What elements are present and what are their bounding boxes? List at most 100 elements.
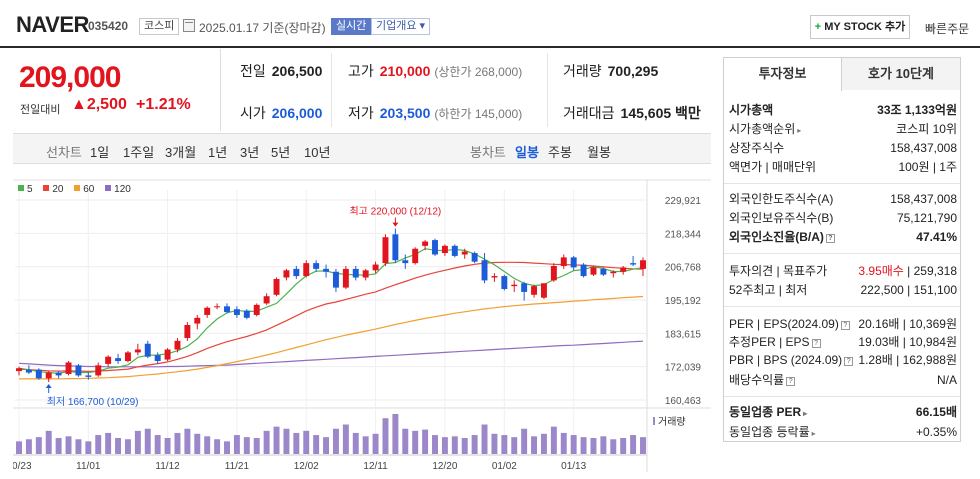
candle-body [283, 270, 290, 278]
legend-ma60: 60 [74, 184, 94, 195]
candle-body [540, 283, 547, 298]
candle-body [273, 278, 280, 295]
row-label: 외국인보유주식수(B) [729, 211, 834, 225]
candle-body [55, 372, 62, 376]
tab-order-book[interactable]: 호가 10단계 [842, 58, 960, 90]
candle-body [422, 241, 429, 246]
candle-daily[interactable]: 일봉 [515, 145, 539, 160]
candle-body [412, 248, 419, 264]
info-tabs: 투자정보 호가 10단계 [724, 58, 960, 91]
candle-body [570, 257, 577, 268]
volume-bar [422, 429, 429, 454]
investment-info-panel: 투자정보 호가 10단계 시가총액 33조 1,133억원 시가총액순위 ▸ 코스피 … [723, 57, 961, 442]
candle-body [372, 264, 379, 271]
legend-label: 60 [83, 184, 95, 195]
legend-ma20: 20 [43, 184, 63, 195]
row-label-text: PER | EPS(2024.09) [729, 317, 839, 331]
price-stats: 전일 206,500 고가 210,000 (상한가 268,000) 거래량 700,… [222, 49, 711, 131]
quick-order-link[interactable]: 빠른주문 [925, 22, 970, 36]
row-value: +0.35% [915, 425, 957, 439]
row-label: 투자의견 | 목표주가 [729, 264, 828, 278]
candle-body [550, 265, 557, 281]
row-value: 3.95매수 | 259,318 [858, 263, 957, 279]
period-1w[interactable]: 1주일 [123, 145, 155, 160]
help-icon[interactable]: ? [840, 321, 850, 330]
row-label[interactable]: 동일업종 PER ▸ [729, 404, 807, 422]
row-label-text: 동일업종 PER [729, 405, 802, 419]
row-label: 추정PER | EPS? [729, 334, 821, 350]
row-label-text: 시가총액순위 [729, 122, 796, 136]
chevron-right-icon: ▸ [811, 429, 816, 438]
period-10y[interactable]: 10년 [304, 145, 331, 160]
volume-bar [332, 428, 339, 454]
stock-code: 035420 [88, 19, 129, 33]
candle-body [16, 368, 22, 372]
panel-divider [724, 306, 960, 307]
x-tick-label: 10/23 [13, 461, 32, 472]
ma60-line [19, 295, 644, 380]
y-tick-label: 172,039 [665, 363, 702, 374]
volume-bar [313, 435, 320, 454]
volume-bar [323, 437, 330, 454]
row-value: 20.16배 | 10,369원 [858, 317, 957, 331]
stat-value: 206,500 [271, 63, 323, 79]
candle-body [134, 349, 141, 353]
candle-chart-label: 봉차트 [470, 145, 506, 160]
period-5y[interactable]: 5년 [271, 145, 291, 160]
volume-bar [580, 437, 587, 454]
realtime-button[interactable]: 실시간 [331, 18, 372, 35]
candle-body [362, 270, 369, 278]
candle-monthly[interactable]: 월봉 [587, 145, 611, 160]
candle-body [224, 306, 230, 313]
row-foreign-limit: 외국인한도주식수(A) 158,437,008 [729, 191, 957, 207]
volume-bar [441, 437, 448, 454]
help-icon[interactable]: ? [825, 234, 835, 243]
row-52week: 52주최고 | 최저 222,500 | 151,100 [729, 282, 957, 298]
stat-label: 거래대금 [563, 105, 615, 121]
help-icon[interactable]: ? [786, 377, 796, 386]
stat-label: 저가 [348, 105, 374, 121]
candle-body [243, 310, 250, 318]
high-annotation: 최고 220,000 (12/12) [349, 206, 441, 218]
candle-body [382, 237, 389, 264]
row-value: 33조 1,133억원 [877, 103, 957, 117]
plus-icon: + [814, 21, 822, 33]
target-price: | 259,318 [907, 264, 957, 278]
volume-bar [85, 441, 92, 454]
period-3y[interactable]: 3년 [240, 145, 260, 160]
help-icon[interactable]: ? [811, 339, 821, 348]
change-value: ▲2,500 [71, 96, 127, 113]
help-icon[interactable]: ? [844, 357, 854, 366]
volume-bar [233, 435, 240, 454]
candle-weekly[interactable]: 주봉 [548, 145, 572, 160]
candle-body [501, 276, 508, 290]
period-3m[interactable]: 3개월 [165, 145, 197, 160]
high-arrow-head [392, 222, 399, 227]
volume-bar [362, 436, 369, 454]
low-arrow-head [45, 384, 52, 389]
company-overview-button[interactable]: 기업개요 ▾ [371, 18, 431, 35]
row-label[interactable]: 동일업종 등락률 ▸ [729, 424, 816, 442]
volume-bar [293, 432, 300, 454]
volume-bar [194, 433, 201, 454]
row-value: 코스피 10위 [896, 122, 957, 136]
candlestick-chart[interactable]: 229,921 218,344 206,768 195,192 183,615 172,0… [6, 172, 711, 479]
candle-body [105, 356, 112, 364]
stat-value: 203,500 [379, 105, 431, 121]
x-tick-label: 01/13 [561, 461, 586, 472]
my-stock-add-button[interactable]: + MY STOCK 추가 [810, 15, 910, 39]
period-1y[interactable]: 1년 [208, 145, 228, 160]
volume-bar [55, 438, 62, 454]
candle-body [144, 343, 151, 357]
row-value: 158,437,008 [890, 141, 957, 155]
row-value: 47.41% [916, 230, 957, 244]
row-per: PER | EPS(2024.09)? 20.16배 | 10,369원 [729, 316, 957, 332]
volume-bar [16, 441, 22, 454]
period-1d[interactable]: 1일 [90, 145, 110, 160]
panel-divider [724, 183, 960, 184]
candle-body [214, 306, 221, 308]
row-label[interactable]: 시가총액순위 ▸ [729, 121, 801, 139]
volume-bar [640, 437, 646, 454]
volume-bar [501, 435, 508, 454]
tab-investment-info[interactable]: 투자정보 [724, 58, 842, 91]
